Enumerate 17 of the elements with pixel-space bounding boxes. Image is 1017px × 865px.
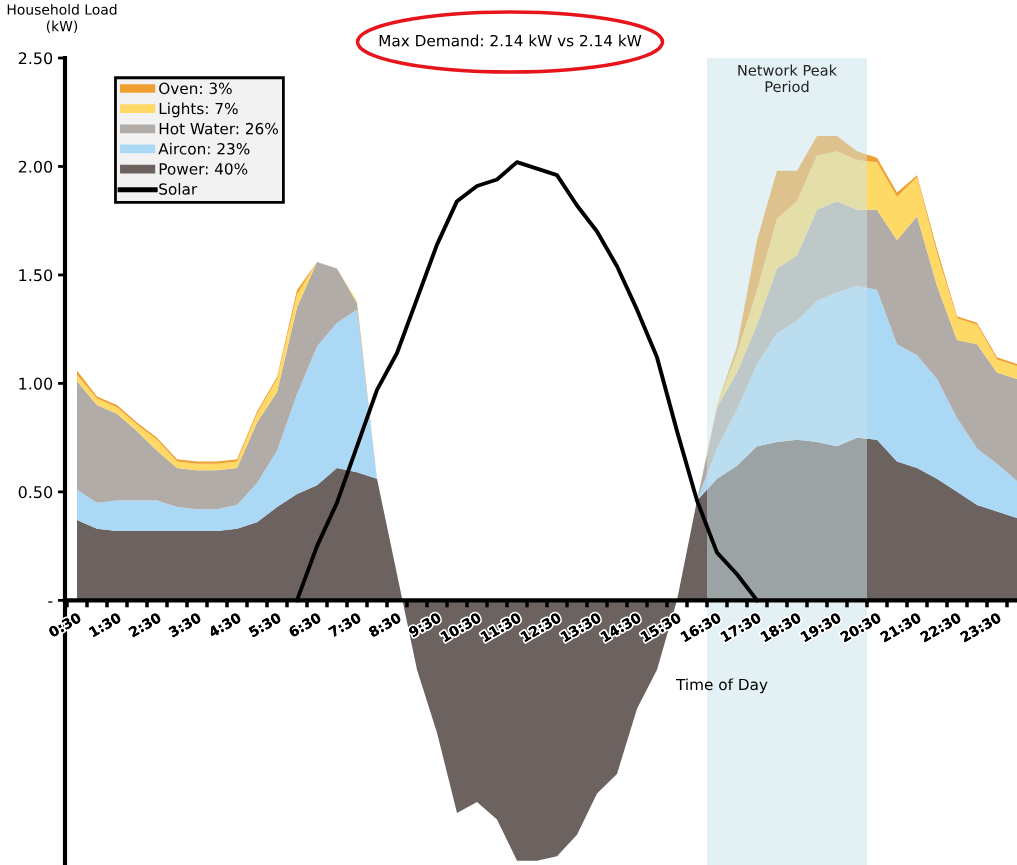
y-tick-label: 0.50 <box>18 486 53 499</box>
y-tick-label: - <box>48 601 53 603</box>
y-tick-label: 2.00 <box>18 160 53 173</box>
y-tick-label: 2.50 <box>18 52 53 65</box>
legend-label: Power: 40% <box>159 163 248 175</box>
legend-label: Aircon: 23% <box>158 142 250 155</box>
legend-label: Oven: 3% <box>159 82 232 95</box>
y-axis-title: Household Load (kW) <box>7 4 117 33</box>
legend-label: Solar <box>159 182 198 195</box>
x-axis-title: Time of Day <box>675 678 768 694</box>
legend-label: Hot Water: 26% <box>159 122 278 135</box>
legend-label: Lights: 7% <box>159 102 238 118</box>
chart-title: Max Demand: 2.14 kW vs 2.14 kW <box>379 34 642 47</box>
y-tick-label: 1.00 <box>19 377 53 390</box>
band-label: Network Peak Period <box>738 64 838 93</box>
x-tick-label: 4:30 <box>207 611 242 638</box>
y-tick-label: 1.50 <box>19 269 53 282</box>
